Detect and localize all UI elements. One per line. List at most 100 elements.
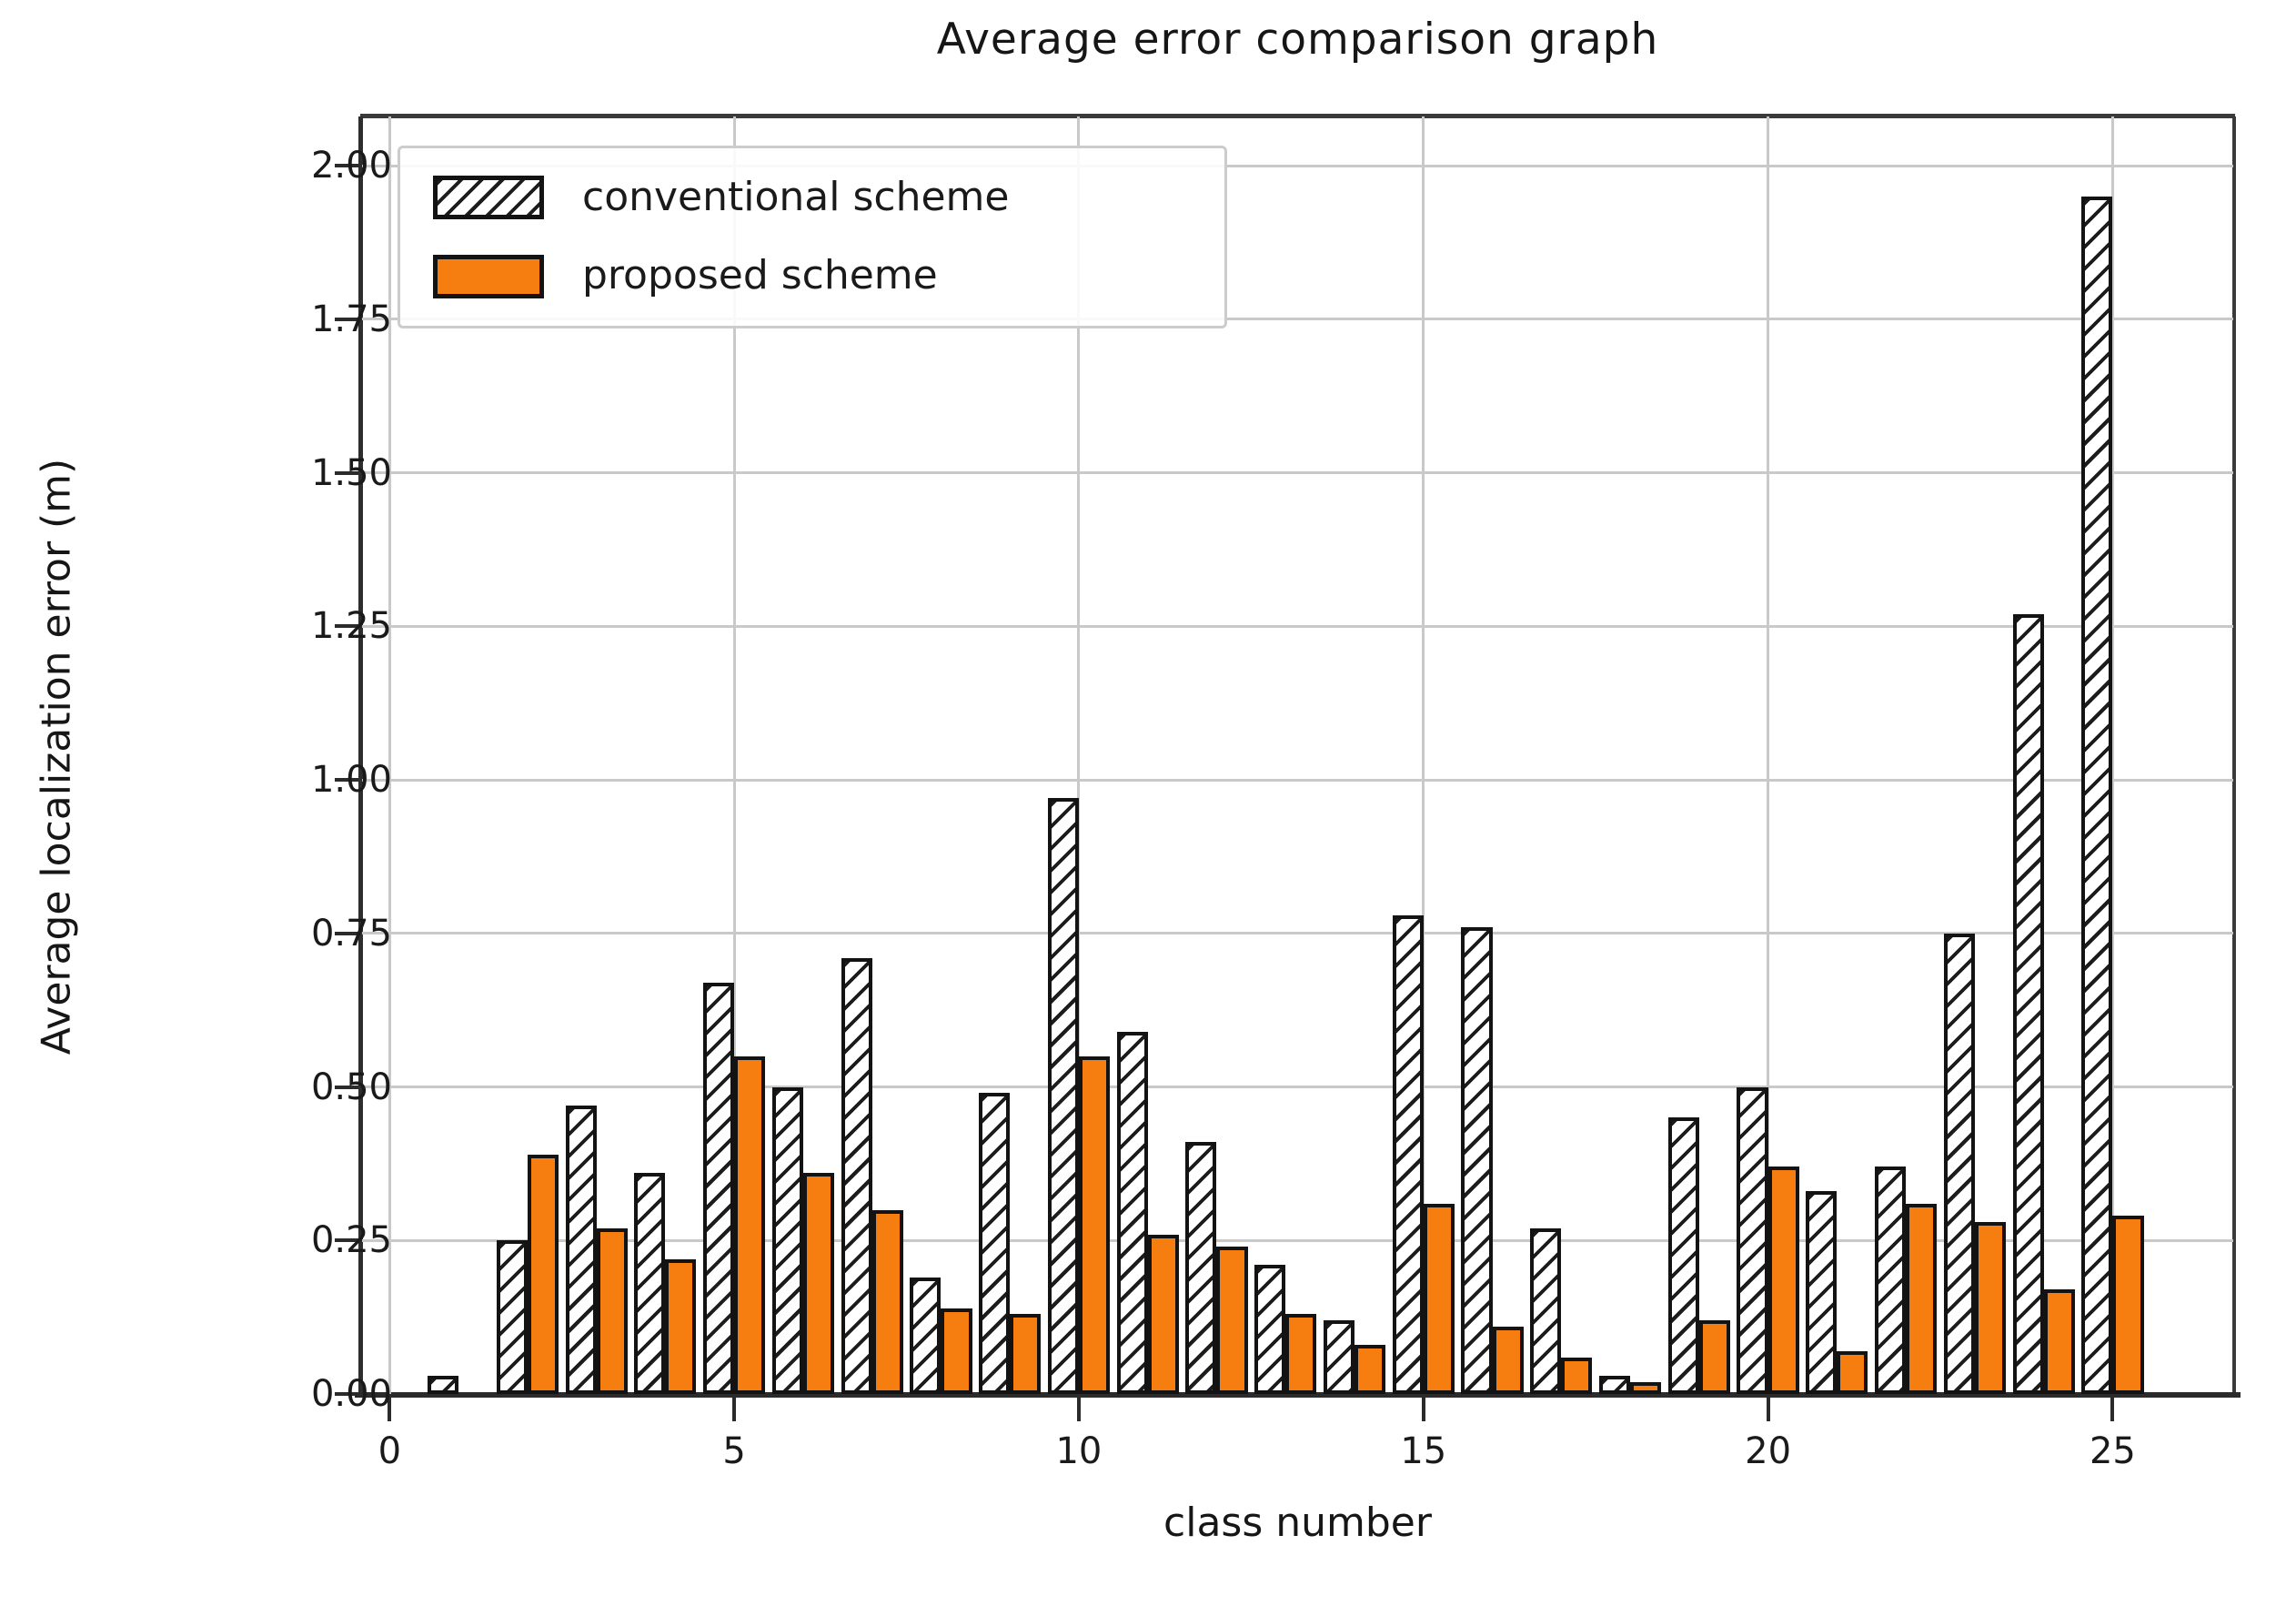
bar-proposed-class5 <box>734 1056 766 1394</box>
bar-proposed-class12 <box>1216 1247 1248 1394</box>
gridline-x-20 <box>1767 116 1770 1394</box>
y-tick-1.50 <box>335 470 358 475</box>
bar-proposed-class23 <box>1974 1222 2006 1394</box>
legend-item-proposed: proposed scheme <box>433 252 1192 299</box>
y-tick-0.25 <box>335 1238 358 1243</box>
y-tick-1.75 <box>335 317 358 321</box>
legend-label: proposed scheme <box>582 252 938 299</box>
plot-spine-right <box>2232 116 2236 1394</box>
bar-conventional-class18 <box>1598 1375 1631 1394</box>
bar-proposed-class4 <box>665 1258 697 1394</box>
gridline-y-1.25 <box>362 624 2233 628</box>
bar-conventional-class21 <box>1806 1191 1838 1394</box>
bar-conventional-class24 <box>2012 613 2044 1394</box>
gridline-x-5 <box>732 116 736 1394</box>
bar-conventional-class11 <box>1116 1031 1148 1394</box>
bar-conventional-class23 <box>1943 933 1975 1394</box>
y-tick-0.00 <box>335 1392 358 1396</box>
y-tick-label-2.00: 2.00 <box>310 145 392 187</box>
plot-spine-top <box>360 114 2235 118</box>
x-tick-label-0: 0 <box>378 1430 402 1472</box>
bar-conventional-class14 <box>1323 1320 1354 1394</box>
gridline-y-1.50 <box>362 471 2233 474</box>
bar-conventional-class6 <box>771 1086 803 1394</box>
legend-swatch-hatched-icon <box>433 176 544 220</box>
y-tick-label-1.75: 1.75 <box>310 298 392 340</box>
bar-proposed-class19 <box>1698 1320 1730 1394</box>
x-axis-line <box>355 1392 2241 1398</box>
bar-conventional-class8 <box>910 1277 942 1394</box>
bar-conventional-class2 <box>496 1240 528 1394</box>
y-tick-label-1.50: 1.50 <box>310 451 392 494</box>
legend-label: conventional scheme <box>582 174 1010 220</box>
y-tick-1.25 <box>335 624 358 629</box>
x-tick-25 <box>2110 1398 2115 1421</box>
legend-swatch-solid-icon <box>433 254 544 298</box>
y-tick-0.50 <box>335 1085 358 1089</box>
gridline-x-15 <box>1422 116 1425 1394</box>
chart-title: Average error comparison graph <box>936 15 1659 65</box>
bar-conventional-class17 <box>1530 1227 1562 1394</box>
x-tick-10 <box>1076 1398 1081 1421</box>
bar-proposed-class20 <box>1767 1167 1799 1394</box>
bar-proposed-class11 <box>1147 1234 1179 1394</box>
bar-proposed-class22 <box>1906 1203 1938 1394</box>
x-tick-label-20: 20 <box>1745 1430 1792 1472</box>
bar-proposed-class9 <box>1010 1314 1042 1394</box>
bar-proposed-class18 <box>1630 1381 1662 1394</box>
y-tick-2.00 <box>335 164 358 167</box>
x-tick-label-5: 5 <box>722 1430 746 1472</box>
gridline-x-0 <box>388 116 391 1394</box>
bar-conventional-class10 <box>1047 798 1079 1394</box>
bar-proposed-class25 <box>2112 1216 2144 1394</box>
gridline-y-1.75 <box>362 318 2233 321</box>
plot-area <box>335 114 2241 1421</box>
gridline-y-0.75 <box>362 932 2233 935</box>
y-tick-label-1.25: 1.25 <box>310 605 392 648</box>
bar-conventional-class19 <box>1667 1117 1699 1394</box>
bar-proposed-class6 <box>802 1173 834 1394</box>
y-tick-label-0.75: 0.75 <box>310 912 392 955</box>
y-axis-label: Average localization error (m) <box>33 458 80 1056</box>
bar-proposed-class13 <box>1285 1314 1317 1394</box>
bar-proposed-class2 <box>527 1154 559 1394</box>
gridline-x-10 <box>1077 116 1081 1394</box>
y-tick-label-0.25: 0.25 <box>310 1219 392 1262</box>
bar-proposed-class24 <box>2043 1289 2075 1394</box>
bar-proposed-class14 <box>1354 1345 1386 1394</box>
x-tick-label-15: 15 <box>1400 1430 1447 1472</box>
x-tick-label-25: 25 <box>2089 1430 2136 1472</box>
gridline-y-2.00 <box>362 164 2233 167</box>
bar-conventional-class7 <box>841 957 872 1394</box>
gridline-y-0.25 <box>362 1238 2233 1242</box>
y-tick-0.75 <box>335 931 358 935</box>
x-tick-5 <box>732 1398 737 1421</box>
bar-proposed-class17 <box>1561 1357 1593 1394</box>
y-tick-1.00 <box>335 778 358 782</box>
bar-conventional-class5 <box>703 982 735 1394</box>
bar-conventional-class4 <box>634 1173 666 1394</box>
x-tick-0 <box>388 1398 392 1421</box>
bar-conventional-class16 <box>1461 927 1493 1394</box>
x-tick-20 <box>1766 1398 1770 1421</box>
x-tick-label-10: 10 <box>1055 1430 1103 1472</box>
legend-item-conventional: conventional scheme <box>433 174 1192 220</box>
bar-proposed-class10 <box>1078 1056 1111 1394</box>
bar-proposed-class3 <box>596 1227 628 1394</box>
gridline-x-25 <box>2110 116 2114 1394</box>
x-axis-label: class number <box>1163 1500 1432 1546</box>
y-tick-label-0.50: 0.50 <box>310 1066 392 1108</box>
bar-conventional-class15 <box>1392 914 1424 1394</box>
bar-conventional-class20 <box>1737 1086 1768 1394</box>
bar-proposed-class8 <box>941 1308 972 1394</box>
bar-proposed-class21 <box>1837 1350 1868 1394</box>
legend: conventional scheme proposed scheme <box>398 146 1227 328</box>
y-tick-label-1.00: 1.00 <box>310 759 392 801</box>
y-tick-label-0.00: 0.00 <box>310 1373 392 1415</box>
bar-proposed-class16 <box>1492 1326 1524 1394</box>
bar-proposed-class7 <box>871 1209 903 1394</box>
plot-spine-left <box>358 116 363 1394</box>
bar-conventional-class25 <box>2081 196 2113 1394</box>
bar-conventional-class13 <box>1254 1265 1286 1394</box>
gridline-y-1.00 <box>362 778 2233 782</box>
